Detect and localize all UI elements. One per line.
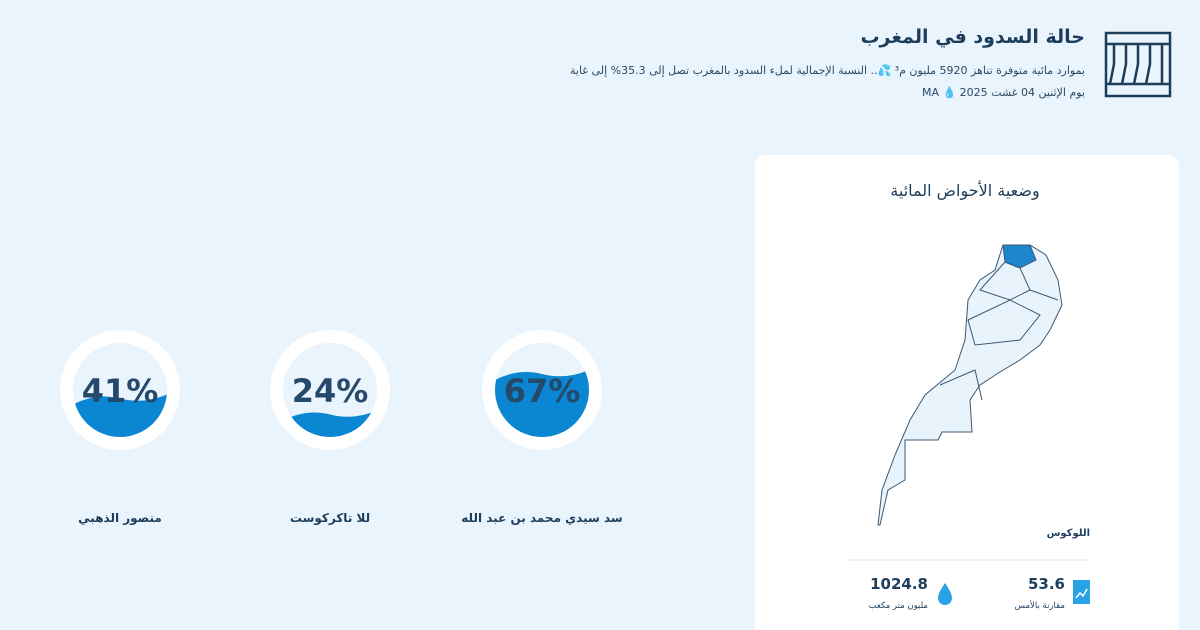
stat-value: 53.6 [1028, 575, 1065, 593]
map [877, 244, 1063, 526]
trend-icon [1073, 580, 1090, 604]
gauge-fill [73, 394, 167, 437]
stat-value: 1024.8 [870, 575, 928, 593]
stat-label: مليون متر مكعب [869, 601, 928, 611]
gauge-fill [495, 370, 589, 437]
gauge-name: للا تاكركوست [290, 511, 370, 526]
gauge-name: منصور الذهبي [78, 511, 162, 526]
trend-icon-line [1075, 588, 1088, 599]
gauge-value: 41% [82, 372, 159, 410]
gauge-fill [283, 410, 377, 437]
gauge-value: 67% [504, 372, 581, 410]
page-title: حالة السدود في المغرب [860, 26, 1085, 48]
panel-title: وضعية الأحواض المائية [890, 180, 1039, 201]
region-label: اللوكوس [1047, 528, 1090, 539]
gauge-value: 24% [292, 372, 369, 410]
drop-icon [938, 583, 952, 605]
dam-icon [1104, 31, 1172, 98]
page-subtitle: بموارد مائية متوفرة تناهز 5920 مليون م³ … [569, 64, 1085, 99]
gauge-name: سد سيدي محمد بن عبد الله [461, 511, 622, 525]
stat-label: مقارنة بالأمس [1015, 600, 1065, 611]
